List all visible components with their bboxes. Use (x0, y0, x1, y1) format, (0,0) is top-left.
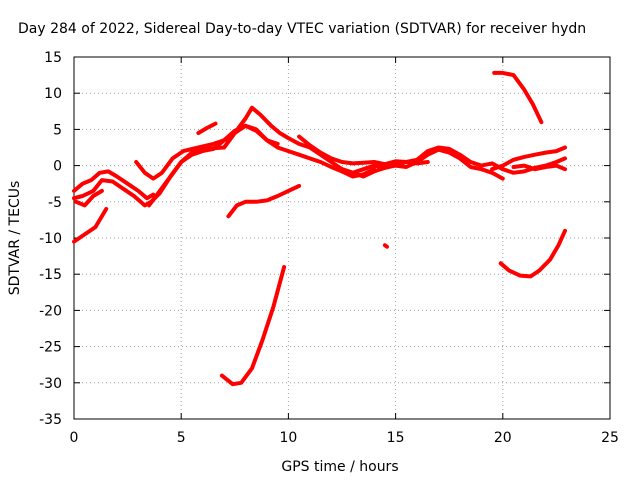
series-arc-16 (511, 163, 567, 172)
series-arc-6 (147, 105, 430, 208)
x-axis-label: GPS time / hours (281, 459, 398, 475)
y-tick-label: -35 (39, 412, 62, 428)
series-arc-14 (492, 70, 544, 125)
series-arc-9 (219, 265, 287, 387)
x-tick-label: 25 (601, 430, 619, 446)
y-tick-label: 10 (44, 86, 62, 102)
x-tick-label: 20 (494, 430, 512, 446)
x-tick-label: 10 (279, 430, 297, 446)
series-arc-12 (382, 243, 389, 249)
x-tick-label: 0 (70, 430, 79, 446)
axis-ticks: 0 5 10 15 20 25 -35 -30 -25 -20 -15 -10 -5 0 5 10 15 (39, 50, 619, 446)
series-arc-7 (196, 121, 218, 135)
y-tick-label: -5 (48, 195, 62, 211)
series-arc-4 (74, 188, 104, 208)
y-tick-label: 15 (44, 50, 62, 66)
x-tick-label: 15 (387, 430, 405, 446)
x-tick-label: 5 (177, 430, 186, 446)
y-tick-label: 0 (53, 159, 62, 175)
chart-title: Day 284 of 2022, Sidereal Day-to-day VTE… (18, 21, 586, 37)
series-group (72, 70, 567, 387)
y-tick-label: -10 (39, 231, 62, 247)
y-tick-label: -25 (39, 340, 62, 356)
series-arc-5 (134, 123, 377, 181)
series-arc-3 (72, 207, 109, 244)
series-arc-8 (226, 183, 302, 219)
y-tick-label: 5 (53, 122, 62, 138)
y-axis-label: SDTVAR / TECUs (7, 181, 23, 296)
series-arc-13 (490, 145, 567, 172)
series-arc-15 (498, 228, 567, 279)
series-arc-11 (340, 147, 505, 181)
series-arc-10 (297, 134, 567, 175)
y-tick-label: -20 (39, 303, 62, 319)
series-arc-2 (72, 123, 280, 208)
y-tick-label: -15 (39, 267, 62, 283)
grid (74, 57, 610, 419)
y-tick-label: -30 (39, 376, 62, 392)
series-arc-1 (72, 169, 156, 201)
